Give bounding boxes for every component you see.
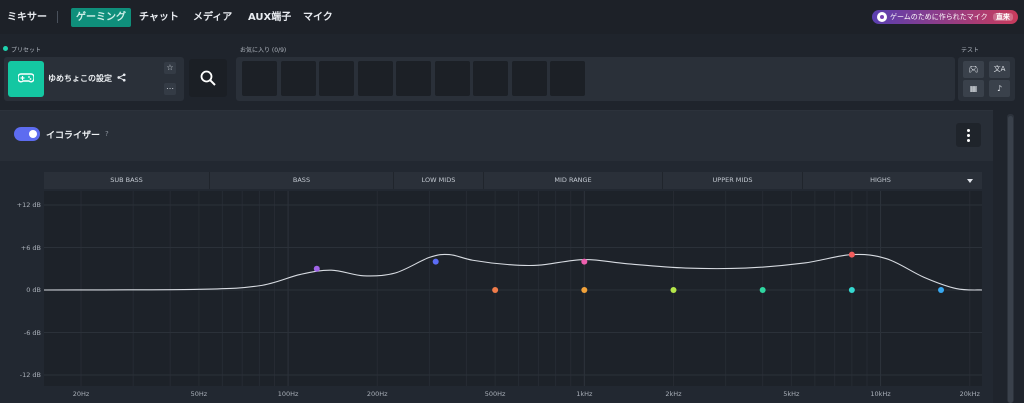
eq-curve — [43, 253, 983, 291]
favorite-slot[interactable] — [280, 61, 316, 96]
eq-chart[interactable] — [43, 191, 983, 386]
tab-aux[interactable]: AUX端子 — [248, 12, 292, 23]
x-tick-label: 100Hz — [277, 390, 299, 398]
kebab-menu-icon[interactable] — [956, 123, 981, 147]
preset-name[interactable]: ゆめちょこの設定 — [48, 74, 112, 83]
band-low-mids[interactable]: LOW MIDS — [394, 172, 484, 189]
test-gamepad-button[interactable]: 🎮︎ — [963, 61, 984, 78]
share-icon[interactable] — [117, 73, 126, 82]
favorite-slot[interactable] — [550, 61, 585, 96]
favorite-slot[interactable] — [242, 61, 277, 96]
x-tick-label: 1kHz — [576, 390, 593, 398]
band-sub-bass[interactable]: SUB BASS — [44, 172, 210, 189]
x-tick-label: 5kHz — [783, 390, 800, 398]
x-tick-label: 50Hz — [190, 390, 208, 398]
music-note-icon[interactable]: ♪ — [989, 80, 1010, 97]
test-label: テスト — [961, 47, 980, 54]
favorite-slot[interactable] — [434, 61, 470, 96]
steelseries-icon — [877, 12, 887, 22]
eq-band-point-7[interactable] — [759, 287, 766, 293]
x-tick-label: 500Hz — [484, 390, 506, 398]
eq-band-point-4[interactable] — [581, 258, 588, 265]
eq-band-point-9[interactable] — [848, 287, 855, 293]
translate-icon[interactable]: 文A — [989, 61, 1010, 78]
eq-graph[interactable] — [43, 191, 983, 386]
gamepad-icon — [8, 61, 44, 97]
top-nav: ミキサー ゲーミング チャット メディア AUX端子 マイク ゲームのために作ら… — [0, 0, 1024, 34]
promo-text: ゲームのために作られたマイク — [890, 13, 988, 21]
band-mid-range[interactable]: MID RANGE — [484, 172, 663, 189]
search-button[interactable] — [189, 59, 227, 97]
tab-gaming[interactable]: ゲーミング — [71, 8, 131, 27]
help-icon[interactable]: ? — [105, 130, 109, 138]
equalizer-header — [0, 111, 993, 161]
y-tick-label: 0 dB — [26, 286, 41, 294]
film-icon[interactable]: ▦ — [963, 80, 984, 97]
band-bass[interactable]: BASS — [210, 172, 394, 189]
favorites-panel — [236, 57, 955, 101]
equalizer-title: イコライザー — [46, 131, 101, 141]
favorite-slot[interactable] — [396, 61, 431, 96]
equalizer-toggle[interactable] — [14, 127, 40, 141]
tab-mixer[interactable]: ミキサー — [7, 12, 47, 23]
band-highs[interactable]: HIGHS — [870, 176, 891, 184]
y-tick-label: -6 dB — [23, 328, 41, 337]
promo-action[interactable]: 直来 — [992, 13, 1013, 21]
star-icon[interactable]: ☆ — [164, 62, 176, 74]
more-icon[interactable]: ⋯ — [164, 83, 176, 95]
eq-band-point-10[interactable] — [938, 287, 945, 293]
chevron-down-icon[interactable] — [958, 172, 982, 189]
preset-status-dot — [3, 46, 8, 51]
band-bar: SUB BASS BASS LOW MIDS MID RANGE UPPER M… — [44, 172, 982, 189]
x-tick-label: 10kHz — [870, 390, 891, 398]
favorites-label: お気に入り (0/9) — [240, 47, 287, 54]
promo-badge[interactable]: ゲームのために作られたマイク 直来 — [872, 10, 1018, 24]
eq-band-point-2[interactable] — [432, 258, 439, 265]
x-tick-label: 2kHz — [665, 390, 682, 398]
tab-mic[interactable]: マイク — [303, 12, 333, 23]
favorite-slot[interactable] — [319, 61, 354, 96]
favorite-slot[interactable] — [357, 61, 393, 96]
y-tick-label: +12 dB — [16, 201, 41, 209]
x-tick-label: 200Hz — [366, 390, 388, 398]
favorite-slot[interactable] — [511, 61, 547, 96]
scrollbar[interactable] — [1007, 114, 1014, 403]
favorite-slot[interactable] — [473, 61, 508, 96]
search-icon — [200, 70, 216, 86]
y-tick-label: +6 dB — [20, 243, 41, 252]
y-tick-label: -12 dB — [19, 371, 41, 379]
preset-label: プリセット — [11, 47, 42, 54]
x-tick-label: 20Hz — [72, 390, 90, 398]
eq-band-point-8[interactable] — [848, 251, 855, 258]
eq-band-point-3[interactable] — [492, 287, 499, 293]
eq-band-point-1[interactable] — [313, 265, 320, 272]
tab-media[interactable]: メディア — [193, 12, 233, 23]
eq-band-point-5[interactable] — [581, 287, 588, 293]
nav-divider — [57, 11, 58, 23]
tab-chat[interactable]: チャット — [139, 12, 179, 23]
x-tick-label: 20kHz — [959, 390, 980, 398]
band-upper-mids[interactable]: UPPER MIDS — [663, 172, 803, 189]
eq-band-point-6[interactable] — [670, 287, 677, 293]
